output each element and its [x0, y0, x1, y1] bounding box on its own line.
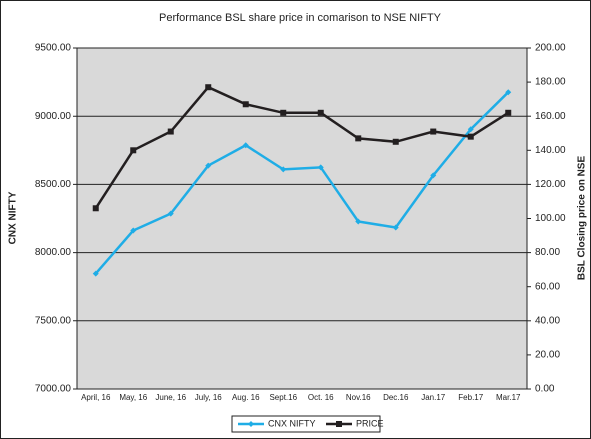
y2-tick-label: 60.00 — [535, 281, 560, 292]
y2-axis-label: BSL Closing price on NSE — [577, 156, 588, 281]
legend-label: CNX NIFTY — [268, 418, 316, 428]
x-tick-label: April, 16 — [81, 393, 111, 402]
y-tick-label: 7500.00 — [35, 315, 72, 326]
point — [505, 89, 512, 96]
y2-tick-label: 200.00 — [535, 43, 566, 54]
point — [317, 164, 324, 171]
x-tick-label: Dec.16 — [383, 393, 409, 402]
y2-tick-label: 160.00 — [535, 111, 566, 122]
point — [92, 270, 99, 277]
point — [505, 109, 512, 116]
y-tick-label: 8000.00 — [35, 247, 72, 258]
point — [467, 126, 474, 133]
point — [392, 138, 399, 145]
x-tick-label: Nov.16 — [346, 393, 371, 402]
y2-tick-label: 100.00 — [535, 213, 566, 224]
y2-tick-label: 120.00 — [535, 179, 566, 190]
point — [167, 210, 174, 217]
point — [355, 135, 362, 142]
point — [242, 142, 249, 149]
point — [467, 133, 474, 140]
x-tick-label: Aug. 16 — [232, 393, 260, 402]
y-tick-label: 7000.00 — [35, 384, 72, 395]
legend-box — [231, 415, 381, 433]
point — [130, 147, 137, 154]
legend-marker — [336, 421, 342, 427]
y2-tick-label: 0.00 — [535, 384, 555, 395]
point — [280, 109, 287, 116]
series-line — [94, 91, 510, 275]
y2-tick-label: 180.00 — [535, 77, 566, 88]
x-tick-label: July, 16 — [195, 393, 223, 402]
point — [167, 128, 174, 135]
x-tick-label: Feb.17 — [458, 393, 483, 402]
point — [392, 224, 399, 231]
y-tick-label: 9500.00 — [35, 43, 72, 54]
y-tick-label: 8500.00 — [35, 179, 72, 190]
point — [317, 109, 324, 116]
legend-label: PRICE — [356, 418, 384, 428]
point — [430, 172, 437, 179]
y2-tick-label: 20.00 — [535, 350, 560, 361]
x-tick-label: May, 16 — [119, 393, 147, 402]
chart-title: Performance BSL share price in comarison… — [159, 12, 442, 24]
y-axis-label: CNX NIFTY — [8, 191, 19, 244]
series-line — [94, 85, 509, 209]
point — [355, 218, 362, 225]
point — [430, 128, 437, 135]
y-tick-label: 9000.00 — [35, 111, 72, 122]
x-tick-label: Sept.16 — [269, 393, 297, 402]
x-tick-label: Jan.17 — [421, 393, 446, 402]
x-tick-label: Mar.17 — [496, 393, 521, 402]
point — [205, 162, 212, 169]
y2-tick-label: 140.00 — [535, 145, 566, 156]
x-tick-label: Oct. 16 — [308, 393, 334, 402]
y2-tick-label: 40.00 — [535, 315, 560, 326]
plot-area — [77, 48, 527, 389]
point — [205, 84, 212, 91]
legend-marker — [248, 421, 254, 427]
y2-tick-label: 80.00 — [535, 247, 560, 258]
point — [280, 166, 287, 173]
point — [130, 227, 137, 234]
x-tick-label: June, 16 — [155, 393, 186, 402]
point — [242, 101, 249, 108]
point — [92, 205, 99, 212]
